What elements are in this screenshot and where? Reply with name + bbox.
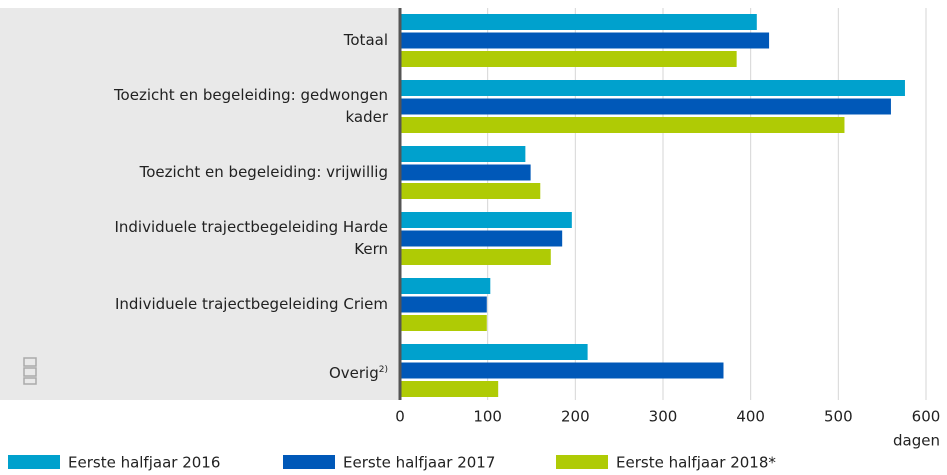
bar — [400, 117, 845, 133]
bar — [400, 32, 770, 49]
x-tick-label: 400 — [736, 408, 765, 426]
category-label: Individuele trajectbegeleiding Harde Ker… — [28, 216, 388, 260]
category-label: Toezicht en begeleiding: vrijwillig — [28, 161, 388, 183]
category-text: Toezicht en begeleiding: gedwongen kader — [113, 86, 388, 126]
bar — [400, 344, 588, 360]
bar — [400, 146, 526, 162]
category-label: Toezicht en begeleiding: gedwongen kader — [28, 84, 388, 128]
x-tick-label: 300 — [649, 408, 678, 426]
category-text: Individuele trajectbegeleiding Criem — [114, 295, 388, 313]
bar — [400, 212, 572, 228]
category-label: Individuele trajectbegeleiding Criem — [28, 293, 388, 315]
x-tick-label: 600 — [912, 408, 941, 426]
label-panel — [0, 8, 400, 400]
logo — [23, 357, 37, 385]
x-tick-label: 100 — [473, 408, 502, 426]
bar — [400, 183, 541, 199]
bar — [400, 315, 487, 331]
legend-swatch — [556, 455, 608, 469]
x-tick-label: 0 — [395, 408, 405, 426]
legend-label: Eerste halfjaar 2016 — [68, 454, 220, 472]
bar — [400, 80, 905, 96]
bar — [400, 98, 891, 115]
bar — [400, 362, 724, 379]
category-text: Totaal — [343, 31, 388, 49]
bar — [400, 249, 551, 265]
category-label: Totaal — [28, 29, 388, 51]
bar — [400, 278, 491, 294]
bar — [400, 14, 757, 30]
bar — [400, 381, 499, 397]
bar — [400, 164, 531, 181]
footnote-mark: 2) — [378, 365, 388, 375]
category-label: Overig2) — [28, 359, 388, 384]
x-tick-label: 200 — [561, 408, 590, 426]
legend-swatch — [8, 455, 60, 469]
legend-label: Eerste halfjaar 2017 — [343, 454, 495, 472]
bar — [400, 296, 487, 313]
category-text: Individuele trajectbegeleiding Harde Ker… — [114, 218, 388, 258]
x-axis-label: dagen — [893, 432, 940, 450]
bar — [400, 230, 563, 247]
category-text: Overig — [328, 364, 379, 382]
legend-label: Eerste halfjaar 2018* — [616, 454, 776, 472]
category-text: Toezicht en begeleiding: vrijwillig — [139, 163, 388, 181]
legend-swatch — [283, 455, 335, 469]
bar — [400, 51, 737, 67]
x-tick-label: 500 — [824, 408, 853, 426]
